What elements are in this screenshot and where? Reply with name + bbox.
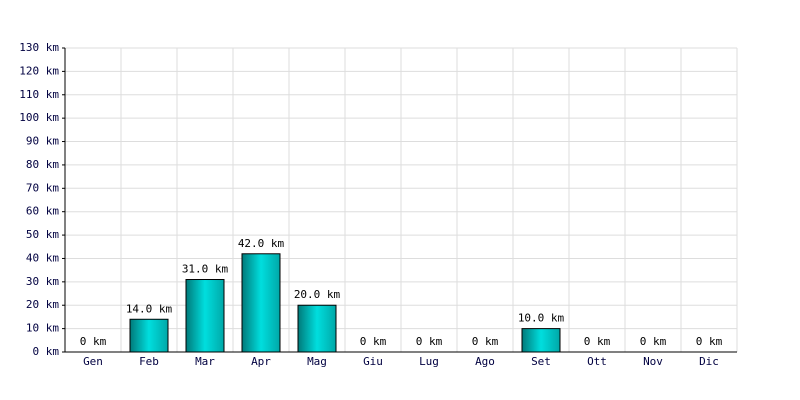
x-tick-label: Apr [251, 355, 271, 368]
y-tick-label: 30 km [26, 275, 59, 288]
y-tick-label: 120 km [19, 64, 59, 77]
y-tick-label: 70 km [26, 181, 59, 194]
bar [185, 279, 225, 353]
value-label: 0 km [416, 335, 443, 348]
x-tick-label: Lug [419, 355, 439, 368]
y-tick-label: 90 km [26, 135, 59, 148]
bar [521, 328, 561, 353]
y-tick-label: 40 km [26, 251, 59, 264]
value-label: 14.0 km [126, 302, 173, 315]
bar [241, 253, 281, 353]
y-tick-label: 130 km [19, 41, 59, 54]
value-label: 31.0 km [182, 263, 229, 276]
value-label: 0 km [584, 335, 611, 348]
value-label: 0 km [472, 335, 499, 348]
value-label: 20.0 km [294, 288, 341, 301]
y-tick-label: 0 km [33, 345, 60, 358]
value-label: 0 km [696, 335, 723, 348]
x-tick-label: Ott [587, 355, 607, 368]
x-tick-label: Gen [83, 355, 103, 368]
value-label: 42.0 km [238, 237, 285, 250]
x-tick-label: Dic [699, 355, 719, 368]
x-tick-label: Nov [643, 355, 663, 368]
value-label: 0 km [360, 335, 387, 348]
y-tick-label: 20 km [26, 298, 59, 311]
value-label: 10.0 km [518, 312, 565, 325]
y-tick-label: 80 km [26, 158, 59, 171]
x-tick-label: Giu [363, 355, 383, 368]
y-tick-label: 10 km [26, 322, 59, 335]
y-tick-label: 60 km [26, 205, 59, 218]
x-tick-label: Mag [307, 355, 327, 368]
value-label: 0 km [80, 335, 107, 348]
x-tick-label: Mar [195, 355, 215, 368]
y-tick-label: 50 km [26, 228, 59, 241]
bar [297, 304, 337, 353]
x-tick-label: Set [531, 355, 551, 368]
value-label: 0 km [640, 335, 667, 348]
bar [129, 318, 169, 353]
y-tick-label: 110 km [19, 88, 59, 101]
x-tick-label: Feb [139, 355, 159, 368]
x-tick-label: Ago [475, 355, 495, 368]
y-tick-label: 100 km [19, 111, 59, 124]
